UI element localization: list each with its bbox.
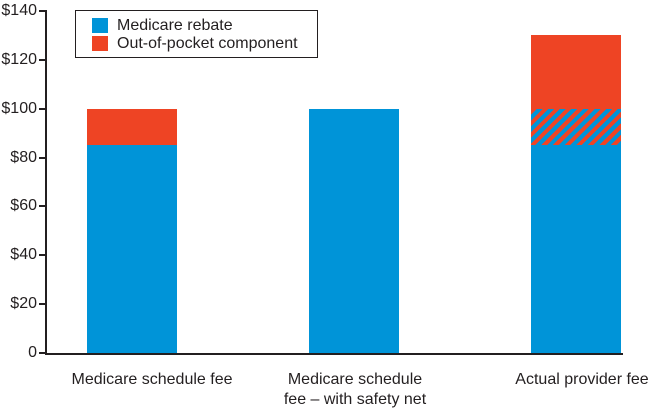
x-axis-label-1: Medicare schedule fee — [71, 371, 233, 388]
legend-label-medicare-rebate: Medicare rebate — [117, 16, 233, 34]
legend-item-medicare-rebate: Medicare rebate — [92, 17, 307, 34]
y-axis-label-100: $100 — [1, 99, 37, 117]
medicare-rebate-swatch-icon — [92, 17, 108, 33]
y-axis-label-0: 0 — [28, 344, 37, 361]
bar-3-segment-red — [531, 35, 621, 109]
bar-3-segment-hatch — [531, 108, 621, 146]
y-tick-60 — [39, 205, 46, 208]
y-tick-80 — [39, 156, 46, 159]
y-tick-120 — [39, 58, 46, 61]
legend-label-out-of-pocket: Out-of-pocket component — [117, 34, 298, 52]
bar-2 — [309, 108, 399, 353]
y-axis-label-40: $40 — [10, 246, 37, 264]
y-tick-0 — [39, 352, 46, 354]
y-axis-line — [45, 10, 47, 355]
bar-1-segment-blue — [87, 145, 177, 353]
x-axis-label-3: Actual provider fee — [515, 371, 649, 388]
bar-3-segment-blue — [531, 145, 621, 353]
y-tick-140 — [39, 9, 46, 12]
y-axis-label-140: $140 — [1, 1, 37, 19]
x-axis-label-2: Medicare schedule fee – with safety net — [283, 371, 427, 408]
y-axis-label-120: $120 — [1, 50, 37, 68]
bar-2-segment-blue — [309, 108, 399, 353]
y-tick-20 — [39, 303, 46, 306]
legend: Medicare rebate Out-of-pocket component — [75, 10, 318, 58]
y-axis-label-20: $20 — [10, 295, 37, 313]
bar-1-segment-red — [87, 108, 177, 146]
x-axis-line — [45, 353, 623, 355]
out-of-pocket-swatch-icon — [92, 35, 108, 51]
y-tick-100 — [39, 107, 46, 110]
bar-1 — [87, 108, 177, 353]
y-tick-40 — [39, 254, 46, 257]
legend-item-out-of-pocket: Out-of-pocket component — [92, 35, 307, 52]
y-axis-label-60: $60 — [10, 197, 37, 215]
y-axis-label-80: $80 — [10, 148, 37, 166]
bar-3 — [531, 35, 621, 353]
